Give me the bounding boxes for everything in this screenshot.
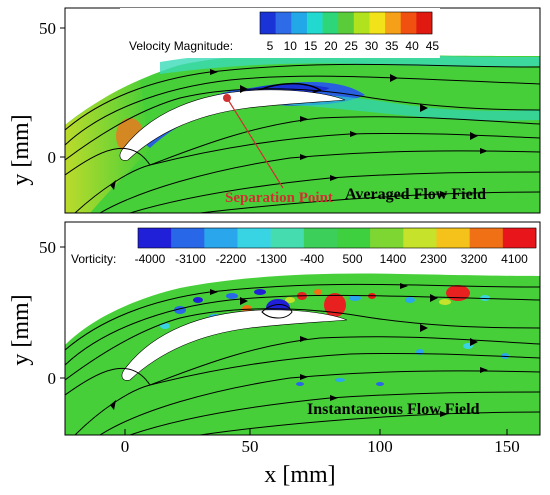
top-y-axis: 50 0 y [mm] bbox=[8, 19, 65, 186]
vorticity-swatch bbox=[303, 228, 338, 248]
vorticity-tick-label: 3200 bbox=[461, 252, 488, 266]
velocity-colorbar-frame bbox=[259, 11, 433, 35]
velocity-swatch bbox=[385, 12, 402, 34]
separation-point-label: Separation Point bbox=[225, 190, 333, 206]
vorticity-tick-label: -1300 bbox=[256, 252, 287, 266]
top-panel-title: Averaged Flow Field bbox=[345, 186, 486, 203]
bottom-panel-title: Instantaneous Flow Field bbox=[307, 401, 480, 418]
vorticity-tick-label: 4100 bbox=[501, 252, 528, 266]
velocity-swatch bbox=[369, 12, 386, 34]
bottom-airfoil bbox=[121, 309, 348, 381]
vorticity-tick-labels: -4000 -3100 -2200 -1300 -400 500 1400 2300 3200 4… bbox=[135, 252, 529, 266]
vorticity-swatch bbox=[337, 228, 371, 248]
vorticity-swatch bbox=[403, 228, 437, 248]
velocity-legend-label: Velocity Magnitude: bbox=[129, 39, 233, 53]
vorticity-tick-label: -3100 bbox=[175, 252, 206, 266]
x-axis: 0 50 100 150 x [mm] bbox=[121, 429, 520, 488]
velocity-swatch bbox=[275, 12, 292, 34]
vorticity-legend-label: Vorticity: bbox=[71, 252, 116, 266]
velocity-swatch bbox=[291, 12, 308, 34]
vortex-3 bbox=[446, 285, 470, 301]
separation-pointer-line bbox=[226, 97, 284, 189]
velocity-swatch bbox=[353, 12, 370, 34]
velocity-swatch bbox=[338, 12, 355, 34]
vorticity-swatch bbox=[270, 228, 305, 248]
vorticity-swatch bbox=[204, 228, 238, 248]
velocity-tick-label: 15 bbox=[304, 39, 318, 53]
top-panel: Separation Point Averaged Flow Field Vel… bbox=[8, 7, 541, 214]
bottom-streamlines bbox=[65, 283, 540, 435]
bottom-y-axis-label: y [mm] bbox=[8, 294, 34, 365]
vorticity-tick-label: -400 bbox=[300, 252, 324, 266]
velocity-tick-label: 30 bbox=[365, 39, 379, 53]
vorticity-tick-label: 1400 bbox=[380, 252, 407, 266]
vorticity-tick-label: -4000 bbox=[135, 252, 166, 266]
vorticity-swatch bbox=[171, 228, 205, 248]
bottom-y-axis: 50 0 y [mm] bbox=[8, 238, 65, 388]
bottom-panel: Instantaneous Flow Field Vorticity: -400… bbox=[8, 221, 541, 488]
x-tick-150: 150 bbox=[494, 437, 520, 456]
velocity-legend: Velocity Magnitude: 5 10 15 20 25 30 35 40 45 bbox=[120, 8, 440, 58]
top-airfoil bbox=[119, 89, 346, 161]
vorticity-tick-label: 500 bbox=[342, 252, 362, 266]
top-stream-arrows bbox=[110, 69, 488, 197]
top-y-tick-50: 50 bbox=[39, 19, 56, 38]
velocity-tick-label: 25 bbox=[345, 39, 359, 53]
top-flow-domain bbox=[65, 53, 540, 213]
velocity-tick-label: 45 bbox=[426, 39, 440, 53]
top-inlet-region bbox=[65, 80, 150, 213]
velocity-swatch bbox=[260, 12, 276, 34]
x-tick-0: 0 bbox=[121, 437, 130, 456]
top-plot-area bbox=[65, 8, 540, 213]
velocity-tick-label: 20 bbox=[324, 39, 338, 53]
velocity-swatch bbox=[306, 12, 323, 34]
top-y-axis-label: y [mm] bbox=[8, 114, 34, 185]
vorticity-swatch bbox=[237, 228, 271, 248]
vorticity-tick-label: -2200 bbox=[216, 252, 247, 266]
vorticity-tick-label: 2300 bbox=[420, 252, 447, 266]
vorticity-legend: Vorticity: -4000 -3100 -2200 -1300 -400 500 14… bbox=[68, 224, 538, 268]
vorticity-colorbar bbox=[137, 227, 537, 249]
vorticity-colorbar-frame bbox=[137, 227, 537, 249]
top-y-tick-0: 0 bbox=[48, 148, 57, 167]
velocity-colorbar bbox=[259, 11, 433, 35]
velocity-tick-label: 5 bbox=[267, 39, 274, 53]
velocity-swatch bbox=[416, 12, 433, 34]
x-tick-100: 100 bbox=[367, 437, 393, 456]
velocity-tick-label: 40 bbox=[405, 39, 419, 53]
bottom-y-tick-50: 50 bbox=[39, 238, 56, 257]
x-axis-label: x [mm] bbox=[264, 462, 335, 488]
top-wake-cyan bbox=[280, 94, 540, 121]
vortex-2 bbox=[324, 293, 346, 317]
bottom-stream-arrows bbox=[110, 283, 488, 417]
x-tick-50: 50 bbox=[242, 437, 259, 456]
bottom-panel-frame bbox=[64, 221, 541, 436]
vorticity-swatch bbox=[502, 228, 537, 248]
vorticity-swatch bbox=[138, 228, 172, 248]
velocity-tick-labels: 5 10 15 20 25 30 35 40 45 bbox=[267, 39, 440, 53]
bottom-y-tick-0: 0 bbox=[48, 369, 57, 388]
velocity-tick-label: 10 bbox=[284, 39, 298, 53]
vorticity-swatch bbox=[469, 228, 504, 248]
vorticity-swatch bbox=[436, 228, 470, 248]
bottom-plot-area bbox=[65, 273, 540, 435]
velocity-tick-label: 35 bbox=[385, 39, 399, 53]
velocity-swatch bbox=[322, 12, 339, 34]
vorticity-swatch bbox=[370, 228, 404, 248]
velocity-swatch bbox=[400, 12, 417, 34]
top-streamlines bbox=[65, 63, 540, 213]
